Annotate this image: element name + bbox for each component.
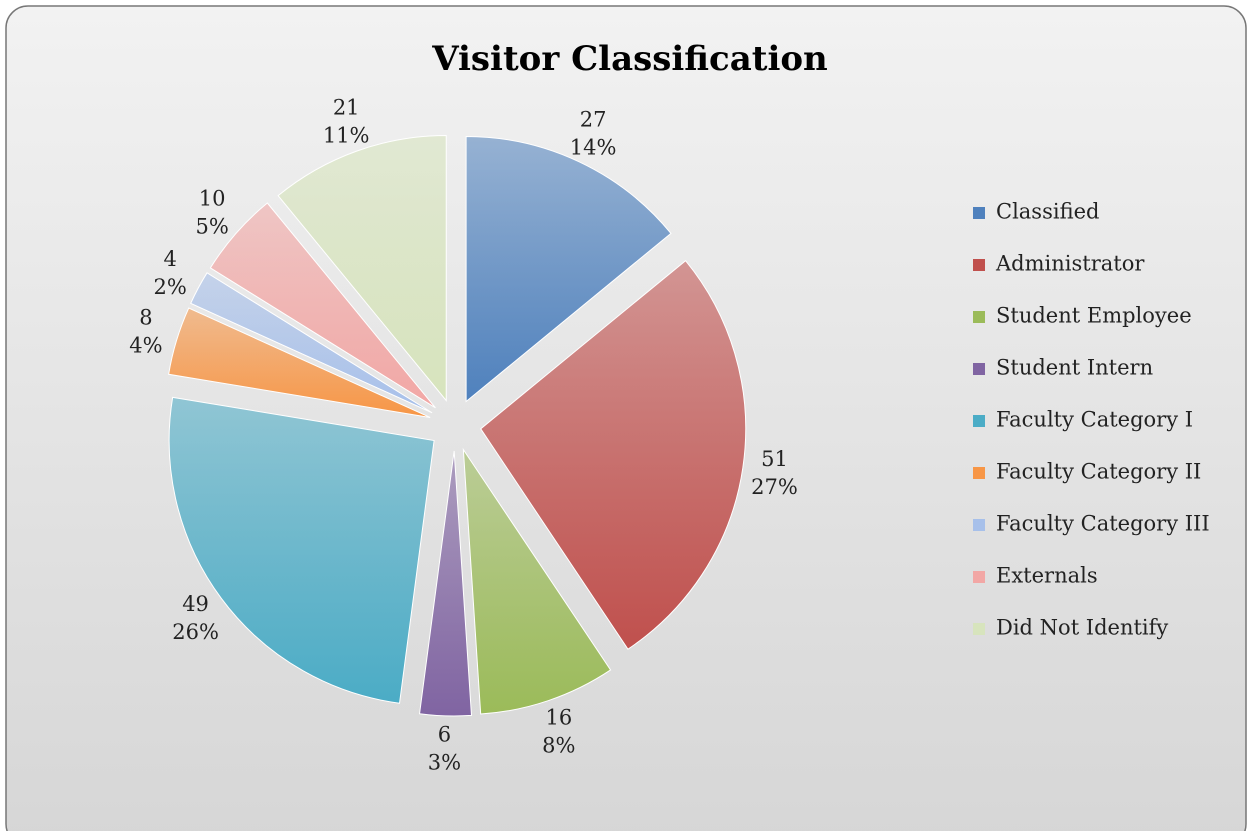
- legend-swatch: [973, 415, 985, 427]
- legend-label: Externals: [996, 564, 1098, 588]
- percent-label: 11%: [323, 123, 370, 147]
- legend-swatch: [973, 623, 985, 635]
- data-label: 49: [182, 592, 209, 616]
- legend-swatch: [973, 363, 985, 375]
- legend-label: Administrator: [995, 252, 1145, 276]
- legend-label: Faculty Category III: [996, 512, 1210, 536]
- pie-slice: [277, 135, 447, 402]
- legend-label: Student Employee: [996, 304, 1192, 328]
- chart-title: Visitor Classification: [431, 39, 828, 79]
- legend-swatch: [973, 207, 985, 219]
- legend-label: Faculty Category II: [996, 460, 1201, 484]
- legend-label: Did Not Identify: [996, 616, 1168, 640]
- legend-swatch: [973, 571, 985, 583]
- pie-slice: [462, 447, 612, 715]
- legend-label: Student Intern: [996, 356, 1153, 380]
- legend-swatch: [973, 311, 985, 323]
- percent-label: 2%: [153, 275, 186, 299]
- percent-label: 14%: [570, 136, 617, 160]
- percent-label: 3%: [428, 750, 461, 774]
- legend-swatch: [973, 519, 985, 531]
- pie-slice: [190, 272, 433, 414]
- pie-slice: [465, 135, 672, 403]
- data-label: 4: [163, 247, 176, 271]
- percent-label: 26%: [172, 620, 219, 644]
- pie-slice: [209, 202, 436, 409]
- pie-slice: [168, 396, 435, 704]
- data-label: 10: [199, 187, 226, 211]
- percent-label: 4%: [129, 334, 162, 358]
- data-label: 6: [438, 722, 451, 746]
- data-label: 16: [545, 705, 572, 729]
- legend-label: Classified: [996, 200, 1099, 224]
- percent-label: 27%: [751, 475, 798, 499]
- percent-label: 8%: [542, 733, 575, 757]
- data-label: 27: [580, 108, 607, 132]
- pie-slice: [418, 450, 473, 717]
- data-label: 8: [139, 306, 152, 330]
- pie-slice: [480, 259, 747, 650]
- legend-swatch: [973, 467, 985, 479]
- percent-label: 5%: [195, 215, 228, 239]
- data-label: 51: [761, 447, 788, 471]
- data-label: 21: [333, 95, 360, 119]
- pie-slice: [168, 307, 431, 418]
- legend-swatch: [973, 259, 985, 271]
- legend-label: Faculty Category I: [996, 408, 1193, 432]
